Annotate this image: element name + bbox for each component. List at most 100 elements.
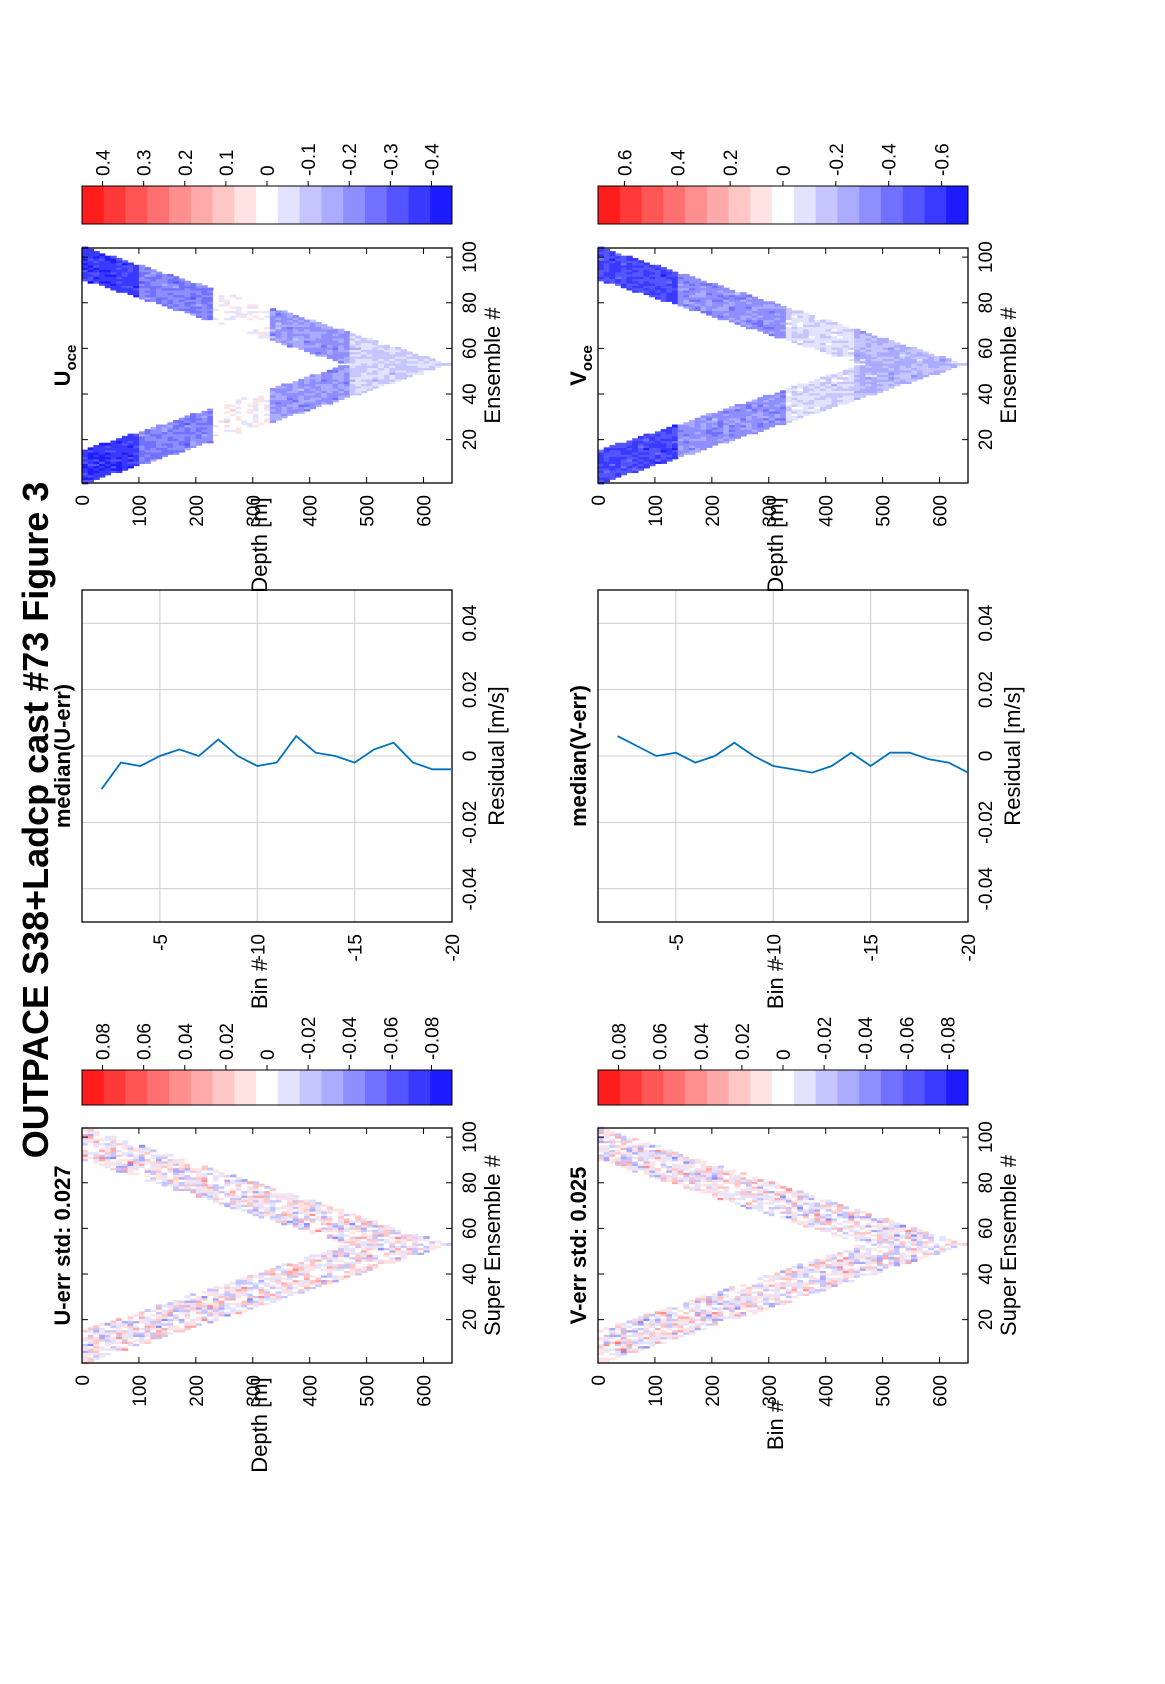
heatmap-cell <box>350 1213 356 1216</box>
heatmap-cell <box>224 404 230 407</box>
heatmap-cell <box>139 431 145 434</box>
heatmap-cell <box>945 1238 951 1241</box>
x-tick-label: 20 <box>460 429 481 450</box>
heatmap-cell <box>190 1163 196 1166</box>
heatmap-cell <box>304 377 310 380</box>
heatmap-cell <box>150 1149 156 1152</box>
chart-title: Uoce <box>50 345 80 387</box>
heatmap-cell <box>338 1209 344 1212</box>
heatmap-cell <box>264 1270 270 1273</box>
heatmap-cell <box>88 1129 94 1132</box>
heatmap-cell <box>826 1200 832 1203</box>
heatmap-cells-v_err <box>598 1127 969 1365</box>
heatmap-cell <box>315 1254 321 1257</box>
heatmap-cell <box>241 397 247 400</box>
heatmap-cell <box>213 406 219 409</box>
heatmap-cell <box>797 1190 803 1193</box>
heatmap-cell <box>763 1275 769 1278</box>
heatmap-cell <box>207 409 213 412</box>
heatmap-cell <box>270 1268 276 1271</box>
colorbar-segment <box>256 1070 278 1105</box>
heatmap-cell <box>173 1156 179 1159</box>
heatmap-cell <box>293 315 299 318</box>
heatmap-cell <box>378 1222 384 1225</box>
colorbar-segment <box>191 1070 213 1105</box>
y-axis-label: Depth [m] <box>247 1377 272 1472</box>
heatmap-cell <box>831 1254 837 1257</box>
heatmap-cell <box>649 1314 655 1317</box>
heatmap-cell <box>723 1289 729 1292</box>
heatmap-cell <box>213 290 219 293</box>
heatmap-cell <box>287 1263 293 1266</box>
heatmap-cell <box>412 1234 418 1237</box>
heatmap-cell <box>837 1252 843 1255</box>
heatmap-cell <box>236 1177 242 1180</box>
heatmap-cell <box>150 427 156 430</box>
heatmap-cell <box>99 1133 105 1136</box>
heatmap-cell <box>116 438 122 441</box>
y-tick-label: -15 <box>346 934 367 961</box>
heatmap-cell <box>173 420 179 423</box>
heatmap-cell <box>644 1314 650 1317</box>
heatmap-cell <box>689 1300 695 1303</box>
heatmap-cell <box>156 272 162 275</box>
heatmap-cell <box>406 1232 412 1235</box>
heatmap-cell <box>224 1284 230 1287</box>
heatmap-cell <box>666 1307 672 1310</box>
colorbar-segment <box>104 186 126 224</box>
heatmap-cell <box>293 381 299 384</box>
heatmap-cell <box>224 1172 230 1175</box>
colorbar-segment <box>278 186 300 224</box>
heatmap-cell <box>258 1184 264 1187</box>
heatmap-cell <box>276 1190 282 1193</box>
heatmap-cell <box>327 1250 333 1253</box>
heatmap-cell <box>780 1186 786 1189</box>
colorbar-segment <box>213 186 235 224</box>
heatmap-cell <box>88 447 94 450</box>
heatmap-cell <box>139 265 145 268</box>
y-tick-label: 200 <box>187 495 208 527</box>
heatmap-cell <box>128 263 134 266</box>
heatmap-cell <box>162 1154 168 1157</box>
heatmap-cell <box>196 1293 202 1296</box>
heatmap-cell <box>310 320 316 323</box>
heatmap-cell <box>831 1202 837 1205</box>
heatmap-cell <box>110 256 116 259</box>
heatmap-cell <box>395 1227 401 1230</box>
heatmap-cell <box>293 1195 299 1198</box>
colorbar-tick-label: 0.4 <box>94 149 115 176</box>
colorbar-segment <box>169 1070 191 1105</box>
heatmap-cell <box>928 1234 934 1237</box>
heatmap-cell <box>327 1206 333 1209</box>
heatmap-cell <box>139 1311 145 1314</box>
heatmap-cell <box>315 374 321 377</box>
heatmap-cell <box>298 1259 304 1262</box>
heatmap-cell <box>219 404 225 407</box>
heatmap-cell <box>786 1268 792 1271</box>
heatmap-cell <box>626 1320 632 1323</box>
heatmap-cell <box>372 340 378 343</box>
heatmap-cell <box>236 399 242 402</box>
heatmap-cell <box>196 283 202 286</box>
heatmap-cell <box>774 1273 780 1276</box>
heatmap-cell <box>672 1152 678 1155</box>
heatmap-cell <box>712 1293 718 1296</box>
heatmap-cell <box>93 445 99 448</box>
heatmap-cell <box>258 304 264 307</box>
heatmap-cell <box>854 1209 860 1212</box>
heatmap-cell <box>270 388 276 391</box>
heatmap-cell <box>179 1298 185 1301</box>
colorbar-segment <box>430 186 452 224</box>
heatmap-cell <box>401 1229 407 1232</box>
x-tick-label: 100 <box>460 241 481 273</box>
heatmap-cell <box>661 1309 667 1312</box>
heatmap-cell <box>287 313 293 316</box>
colorbar-segment <box>365 186 387 224</box>
colorbar-tick-label: 0.02 <box>217 1023 238 1060</box>
heatmap-cell <box>247 395 253 398</box>
heatmap-cell <box>344 1211 350 1214</box>
x-tick-label: 60 <box>460 338 481 359</box>
heatmap-cell <box>156 1152 162 1155</box>
heatmap-cell <box>253 1181 259 1184</box>
series-line <box>102 736 453 789</box>
